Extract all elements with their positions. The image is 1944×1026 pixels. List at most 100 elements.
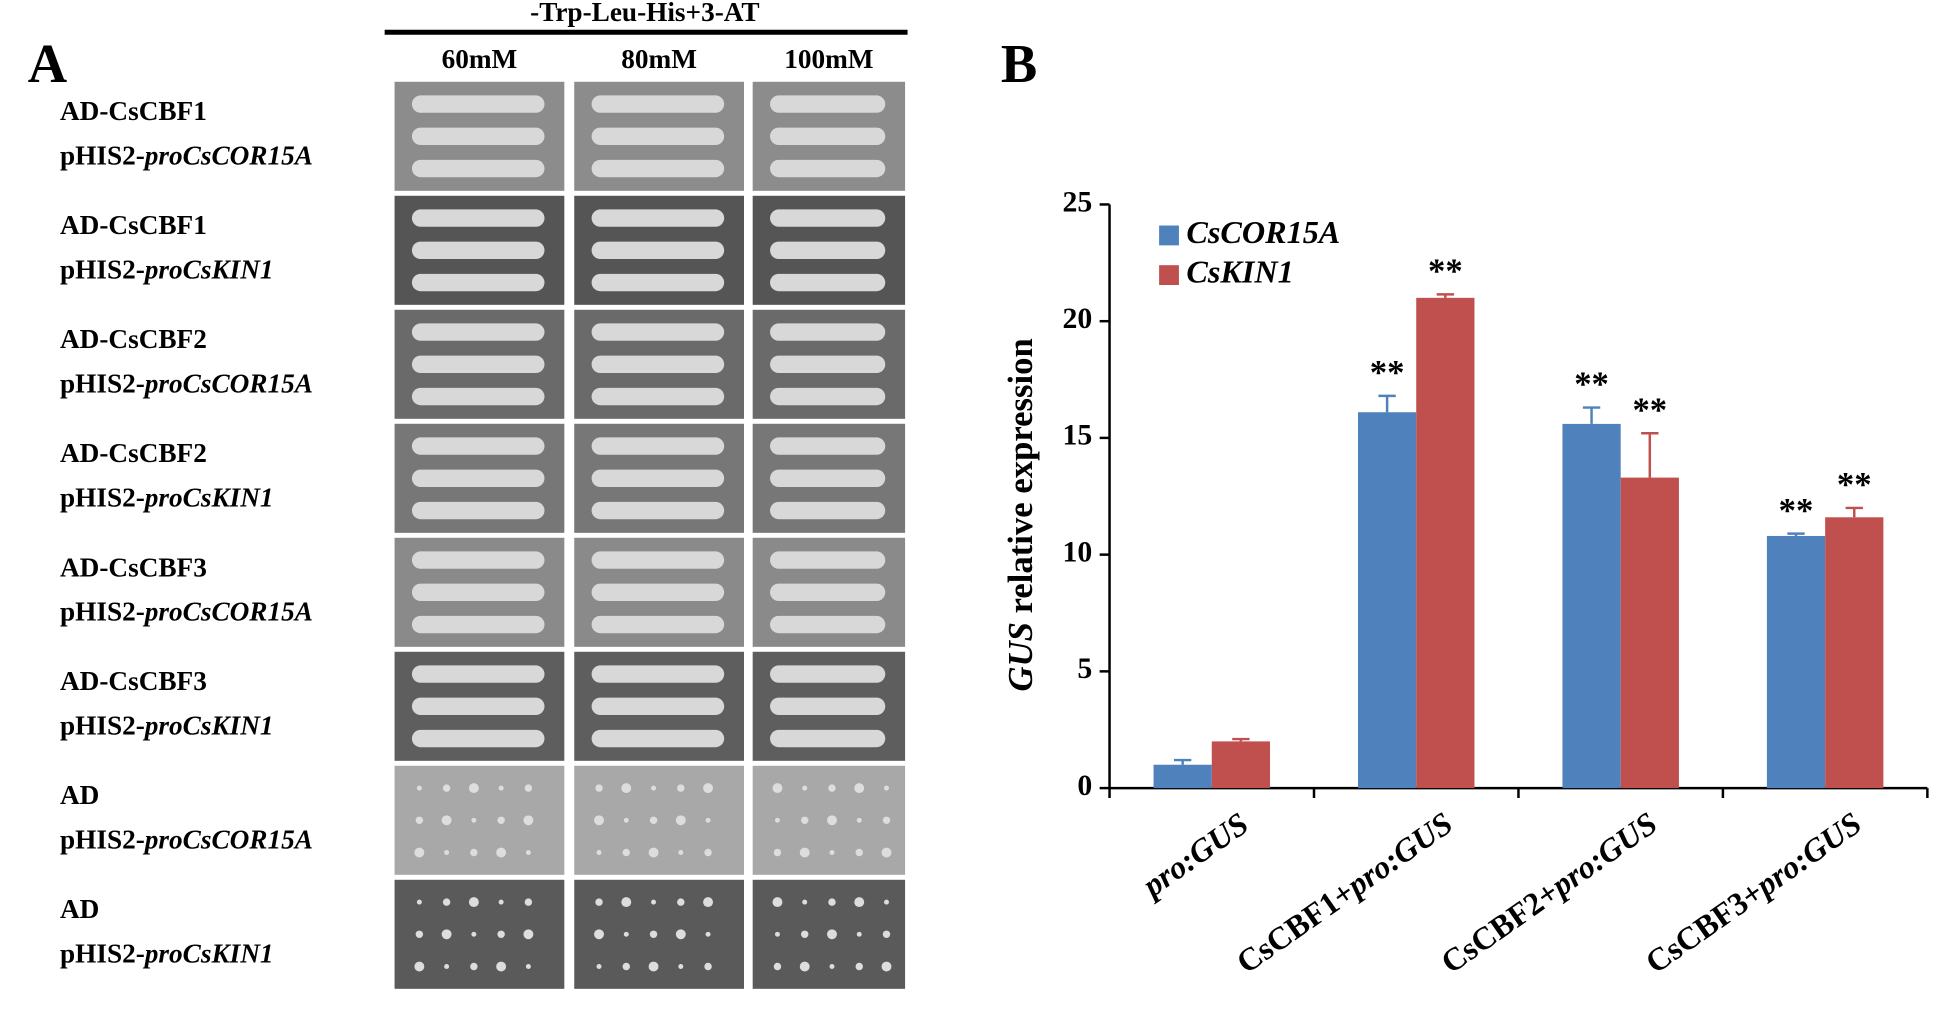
- row-label: pHIS2-proCsKIN1: [60, 483, 274, 513]
- error-bar: [1641, 432, 1659, 478]
- colony-streak: [770, 355, 886, 373]
- colony: [441, 929, 452, 940]
- colony: [801, 816, 809, 825]
- colony-streak: [770, 665, 886, 683]
- colony: [470, 848, 478, 857]
- colony: [471, 931, 477, 937]
- colony: [414, 847, 425, 858]
- panel-label: A: [28, 33, 67, 94]
- colony-streak: [591, 501, 725, 520]
- colony: [416, 899, 422, 905]
- colony: [595, 898, 603, 906]
- row-label: AD-CsCBF1: [60, 210, 207, 240]
- colony: [799, 847, 810, 858]
- colony: [705, 931, 711, 937]
- colony: [524, 784, 533, 792]
- colony: [596, 964, 602, 969]
- colony-streak: [591, 95, 725, 113]
- colony: [882, 816, 891, 825]
- row-label: AD: [60, 780, 99, 810]
- row-label: AD-CsCBF2: [60, 324, 207, 354]
- significance-label: **: [1428, 251, 1463, 290]
- colony: [774, 931, 780, 937]
- colony: [468, 783, 479, 794]
- colony: [854, 897, 865, 908]
- colony: [470, 962, 478, 971]
- colony: [442, 784, 451, 792]
- bar: [1211, 741, 1271, 789]
- colony: [414, 961, 425, 972]
- colony: [497, 816, 505, 825]
- colony-streak: [591, 469, 725, 487]
- colony: [442, 898, 451, 906]
- colony-streak: [591, 273, 725, 292]
- colony: [496, 961, 507, 972]
- colony: [773, 848, 782, 857]
- colony: [801, 930, 809, 939]
- colony-streak: [591, 729, 725, 748]
- colony-streak: [591, 551, 725, 569]
- colony-streak: [411, 551, 545, 569]
- row-label: AD-CsCBF3: [60, 552, 207, 582]
- colony-streak: [591, 387, 725, 406]
- colony-streak: [411, 95, 545, 113]
- colony-streak: [770, 95, 886, 113]
- colony: [678, 850, 684, 855]
- bar: [1620, 477, 1679, 789]
- colony: [497, 930, 505, 939]
- colony-streak: [411, 583, 545, 601]
- colony: [856, 817, 862, 823]
- column-label: 100mM: [784, 44, 873, 74]
- colony: [498, 899, 504, 905]
- colony: [649, 930, 658, 939]
- colony: [468, 897, 479, 908]
- column-label: 80mM: [621, 44, 697, 74]
- colony-streak: [591, 209, 725, 227]
- colony-streak: [411, 209, 545, 227]
- colony: [703, 897, 714, 908]
- row-label: AD-CsCBF3: [60, 666, 207, 696]
- panel-label: B: [1001, 33, 1037, 94]
- legend-label: CsCOR15A: [1186, 214, 1340, 250]
- y-axis-title: GUS relative expression: [1001, 338, 1040, 691]
- colony: [678, 964, 684, 969]
- colony-streak: [591, 323, 725, 341]
- colony-streak: [770, 729, 886, 748]
- x-tick-label: pro:GUS: [1133, 805, 1254, 905]
- colony: [881, 847, 892, 858]
- colony: [772, 783, 783, 794]
- colony: [444, 964, 450, 969]
- error-bar: [1436, 293, 1455, 298]
- colony-streak: [591, 159, 725, 178]
- colony-streak: [411, 501, 545, 520]
- colony: [704, 962, 712, 971]
- colony: [854, 783, 865, 794]
- colony-streak: [411, 697, 545, 715]
- colony: [703, 783, 714, 794]
- colony: [415, 930, 424, 939]
- colony: [704, 848, 712, 857]
- colony-streak: [770, 159, 886, 178]
- colony: [648, 847, 659, 858]
- colony: [675, 815, 686, 826]
- row-label: pHIS2-proCsKIN1: [60, 939, 274, 969]
- colony: [884, 785, 889, 791]
- colony: [802, 785, 808, 791]
- colony: [649, 816, 658, 825]
- colony: [622, 962, 630, 971]
- bar: [1825, 517, 1884, 789]
- bar: [1766, 535, 1826, 789]
- colony: [774, 817, 780, 823]
- colony: [802, 899, 808, 905]
- colony: [594, 815, 604, 826]
- colony-streak: [411, 127, 545, 145]
- bar: [1153, 764, 1212, 789]
- bar: [1562, 423, 1621, 789]
- y-tick-label: 10: [1062, 536, 1092, 568]
- row-label: pHIS2-proCsKIN1: [60, 711, 274, 741]
- colony-streak: [411, 469, 545, 487]
- colony: [415, 816, 424, 825]
- colony-streak: [770, 469, 886, 487]
- significance-label: **: [1837, 465, 1872, 504]
